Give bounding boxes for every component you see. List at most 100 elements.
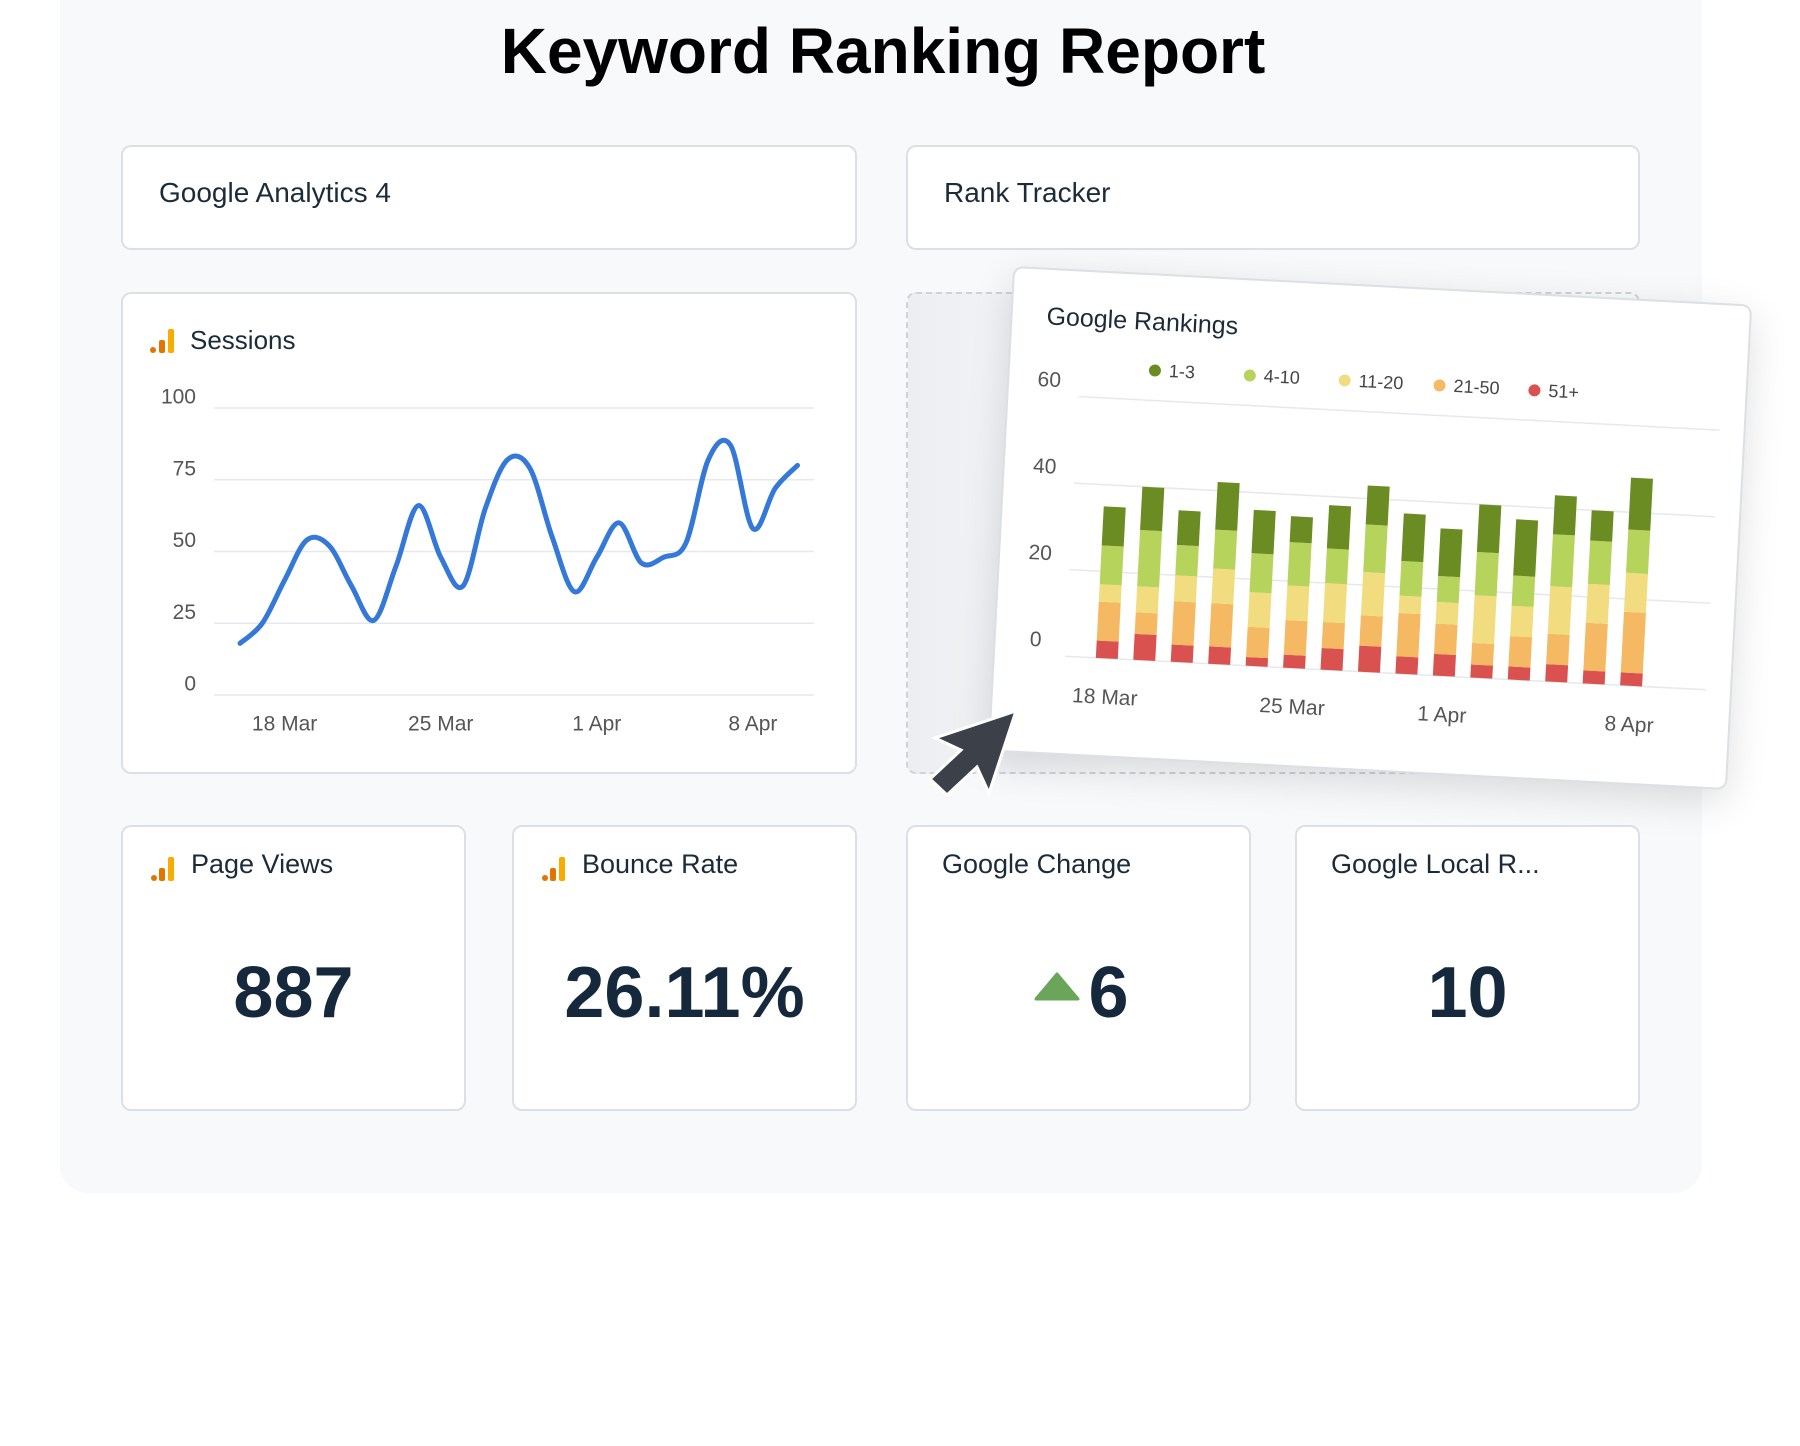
- bar-segment: [1323, 583, 1348, 624]
- metric-value: 6: [1088, 953, 1129, 1033]
- analytics-icon: [150, 329, 174, 353]
- y-tick-label: 40: [1033, 455, 1058, 479]
- y-tick-label: 0: [184, 673, 196, 696]
- bar-segment: [1436, 575, 1461, 604]
- grid-line: [1064, 655, 1707, 691]
- bar-segment: [1096, 601, 1121, 642]
- bar-segment: [1513, 519, 1539, 577]
- y-tick-label: 75: [173, 457, 196, 480]
- bar-segment: [1470, 642, 1495, 666]
- analytics-icon: [542, 857, 565, 881]
- report-title: Keyword Ranking Report: [500, 15, 1266, 87]
- bar-segment: [1289, 516, 1313, 544]
- bar-segment: [1628, 477, 1653, 531]
- x-tick-label: 8 Apr: [1604, 712, 1654, 738]
- bar-segment: [1321, 622, 1345, 650]
- bar-segment: [1508, 636, 1533, 668]
- bar-segment: [1435, 601, 1459, 625]
- bar-segment: [1095, 640, 1119, 659]
- metric-card[interactable]: Bounce Rate 26.11%: [512, 825, 857, 1111]
- chart-title: Google Rankings: [1046, 302, 1239, 340]
- bar-segment: [1101, 506, 1126, 547]
- x-tick-label: 18 Mar: [1072, 684, 1138, 710]
- x-tick-label: 1 Apr: [572, 713, 621, 736]
- bar-segment: [1134, 612, 1158, 635]
- bar-segment: [1395, 656, 1419, 675]
- metric-label: Page Views: [191, 849, 334, 879]
- metric-label: Bounce Rate: [582, 849, 739, 879]
- metric-label: Google Change: [942, 849, 1132, 879]
- bar-segment: [1170, 644, 1194, 663]
- y-tick-label: 60: [1037, 368, 1062, 392]
- section-card[interactable]: Rank Tracker: [906, 145, 1640, 250]
- bar-segment: [1546, 633, 1570, 666]
- metric-label: Google Local R...: [1331, 849, 1540, 879]
- bar-segment: [1396, 612, 1421, 658]
- y-tick-label: 0: [1029, 628, 1042, 652]
- bar-segment: [1245, 657, 1269, 667]
- bar-segment: [1472, 595, 1497, 644]
- bar-segment: [1550, 534, 1575, 588]
- bar-segment: [1173, 575, 1198, 603]
- legend-marker: [1338, 374, 1351, 387]
- bar-segment: [1620, 672, 1643, 687]
- section-card[interactable]: Google Analytics 4: [121, 145, 857, 250]
- bar-segment: [1283, 620, 1308, 656]
- grid-line: [1078, 395, 1720, 431]
- bar-segment: [1325, 548, 1349, 585]
- sessions-line: [237, 437, 800, 646]
- bar-segment: [1360, 572, 1386, 617]
- bar-segment: [1507, 666, 1531, 681]
- bar-segment: [1175, 544, 1199, 577]
- x-tick-label: 8 Apr: [728, 713, 777, 736]
- legend-label: 51+: [1548, 381, 1580, 403]
- bar-segment: [1474, 551, 1499, 597]
- bar-segment: [1585, 583, 1610, 624]
- legend-marker: [1433, 379, 1446, 392]
- bar-segment: [1365, 485, 1390, 526]
- bar-segment: [1249, 553, 1274, 594]
- bar-segment: [1246, 626, 1270, 659]
- sessions-card[interactable]: [121, 292, 857, 774]
- metric-value: 887: [233, 953, 354, 1033]
- bar-segment: [1582, 670, 1606, 685]
- legend-marker: [1243, 369, 1256, 382]
- x-tick-label: 18 Mar: [252, 713, 317, 736]
- bar-segment: [1098, 584, 1122, 603]
- y-tick-label: 20: [1028, 541, 1053, 565]
- bar-segment: [1620, 611, 1646, 674]
- grid-line: [1069, 568, 1711, 605]
- x-tick-label: 25 Mar: [1259, 694, 1325, 720]
- bar-segment: [1552, 495, 1577, 536]
- cursor: [927, 708, 1019, 798]
- bar-segment: [1590, 510, 1614, 542]
- metric-card[interactable]: Google Local R... 10: [1295, 825, 1640, 1111]
- y-tick-label: 100: [161, 386, 196, 409]
- legend-label: 4-10: [1263, 366, 1300, 388]
- bar-segment: [1476, 504, 1502, 554]
- bar-segment: [1320, 647, 1344, 671]
- section-title: Google Analytics 4: [159, 177, 391, 208]
- bar-segment: [1137, 529, 1163, 588]
- x-tick-label: 1 Apr: [1417, 702, 1467, 728]
- x-tick-label: 25 Mar: [408, 713, 473, 736]
- rankings-card[interactable]: Google Rankings 0 20 40 60 1-3 4-10 11-20 21-50…: [987, 265, 1753, 791]
- metric-card[interactable]: Google Change 6: [906, 825, 1251, 1111]
- bar-segment: [1401, 513, 1426, 563]
- legend-marker: [1528, 384, 1541, 397]
- bar-segment: [1287, 542, 1312, 587]
- bar-segment: [1363, 524, 1388, 574]
- bar-segment: [1398, 595, 1422, 615]
- bar-segment: [1511, 575, 1536, 608]
- legend-label: 21-50: [1453, 376, 1500, 398]
- bar-segment: [1357, 645, 1382, 673]
- grid-line: [1073, 482, 1716, 518]
- bar-segment: [1432, 653, 1456, 677]
- bar-segment: [1208, 646, 1232, 665]
- y-tick-label: 25: [173, 601, 196, 624]
- bar-segment: [1140, 486, 1165, 532]
- metric-card[interactable]: Page Views 887: [121, 825, 466, 1111]
- bar-segment: [1623, 572, 1648, 613]
- up-arrow-icon: [1034, 972, 1080, 1001]
